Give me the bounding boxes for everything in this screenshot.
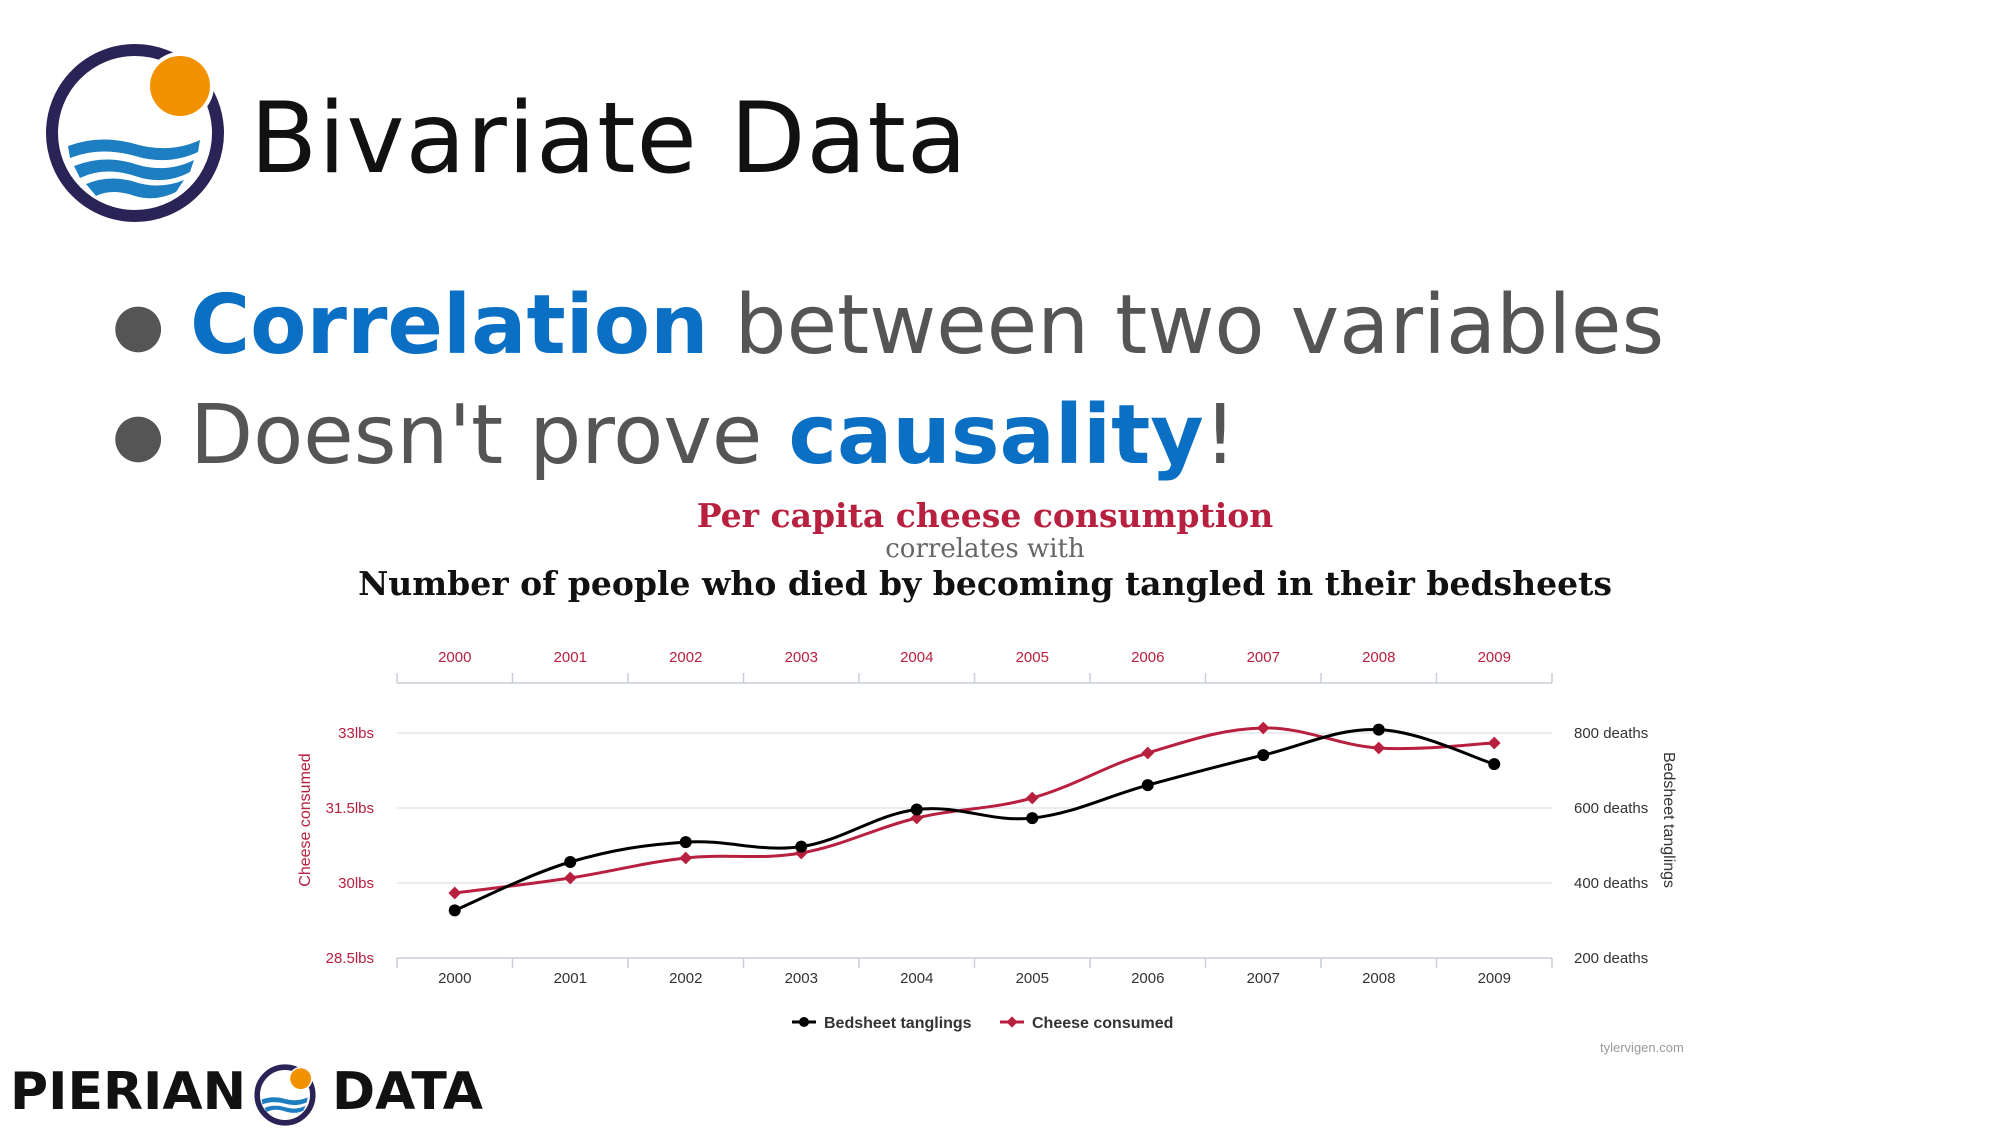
x-tick-label: 2000 [438, 970, 471, 987]
chart-subtitle: correlates with [885, 534, 1085, 564]
x-tick-label: 2009 [1478, 970, 1511, 987]
bullet-dot-icon: ● [112, 399, 165, 470]
data-point-bedsheet [448, 904, 461, 917]
x-tick-label: 2002 [669, 970, 702, 987]
bullet-item: ● Doesn't prove causality! [112, 388, 1237, 483]
pierian-logo-icon [46, 44, 224, 222]
bullet-highlight: causality [788, 388, 1204, 483]
x-tick-label: 2004 [900, 970, 933, 987]
x-tick-label-top: 2007 [1247, 649, 1280, 666]
bullet-dot-icon: ● [112, 289, 165, 360]
chart-source: tylervigen.com [1600, 1040, 1684, 1055]
x-tick-label-top: 2000 [438, 649, 471, 666]
legend-label: Cheese consumed [1032, 1015, 1173, 1032]
y-left-tick-label: 31.5lbs [326, 800, 374, 817]
y-right-tick-label: 600 deaths [1574, 800, 1648, 817]
data-point-bedsheet [1141, 779, 1154, 792]
y-left-axis-label: Cheese consumed [297, 753, 314, 886]
x-tick-label-top: 2003 [785, 649, 818, 666]
legend-swatch-marker [799, 1017, 809, 1027]
bullet-text: between two variables [708, 278, 1665, 373]
legend-swatch-marker [1006, 1016, 1018, 1028]
data-point-bedsheet [1488, 758, 1501, 771]
data-point-bedsheet [679, 836, 692, 849]
chart-title: Per capita cheese consumption [696, 496, 1274, 535]
bullet-text: Doesn't prove [190, 388, 789, 483]
x-tick-label: 2005 [1016, 970, 1049, 987]
legend-label: Bedsheet tanglings [824, 1015, 972, 1032]
x-tick-label-top: 2008 [1362, 649, 1395, 666]
data-point-bedsheet [795, 840, 808, 853]
series-line-bedsheet [454, 728, 1495, 912]
x-tick-label: 2007 [1247, 970, 1280, 987]
data-point-cheese [1372, 741, 1386, 755]
chart-title-secondary: Number of people who died by becoming ta… [358, 564, 1612, 603]
footer-brand: PIERIAN DATA [10, 1062, 490, 1126]
x-tick-label-top: 2004 [900, 649, 933, 666]
slide-title: Bivariate Data [250, 82, 968, 196]
data-point-bedsheet [1372, 723, 1385, 736]
y-right-tick-label: 800 deaths [1574, 725, 1648, 742]
data-point-bedsheet [564, 856, 577, 868]
footer-brand-right: DATA [332, 1062, 484, 1122]
y-left-tick-label: 30lbs [338, 875, 374, 892]
footer-brand-left: PIERIAN [10, 1062, 247, 1122]
series-line-cheese [454, 726, 1495, 895]
bullet-highlight: Correlation [190, 278, 709, 373]
y-right-tick-label: 200 deaths [1574, 950, 1648, 967]
x-tick-label: 2001 [554, 970, 587, 987]
x-tick-label-top: 2005 [1016, 649, 1049, 666]
data-point-cheese [1025, 791, 1039, 805]
y-left-tick-label: 33lbs [338, 725, 374, 742]
data-point-bedsheet [1026, 812, 1039, 825]
y-left-tick-label: 28.5lbs [326, 950, 374, 967]
x-tick-label-top: 2006 [1131, 649, 1164, 666]
y-right-axis-label: Bedsheet tanglings [1660, 752, 1677, 888]
x-tick-label-top: 2001 [554, 649, 587, 666]
bullet-item: ● Correlation between two variables [112, 278, 1664, 373]
data-point-cheese [448, 886, 462, 900]
x-tick-label-top: 2002 [669, 649, 702, 666]
data-point-cheese [1141, 746, 1155, 760]
y-right-tick-label: 400 deaths [1574, 875, 1648, 892]
data-point-cheese [1487, 736, 1501, 750]
x-tick-label: 2006 [1131, 970, 1164, 987]
x-tick-label: 2008 [1362, 970, 1395, 987]
x-tick-label: 2003 [785, 970, 818, 987]
data-point-bedsheet [1257, 749, 1270, 762]
bullet-text: ! [1203, 388, 1237, 483]
x-tick-label-top: 2009 [1478, 649, 1511, 666]
data-point-bedsheet [910, 803, 923, 816]
data-point-cheese [679, 851, 693, 865]
footer-logo-icon [254, 1064, 316, 1126]
